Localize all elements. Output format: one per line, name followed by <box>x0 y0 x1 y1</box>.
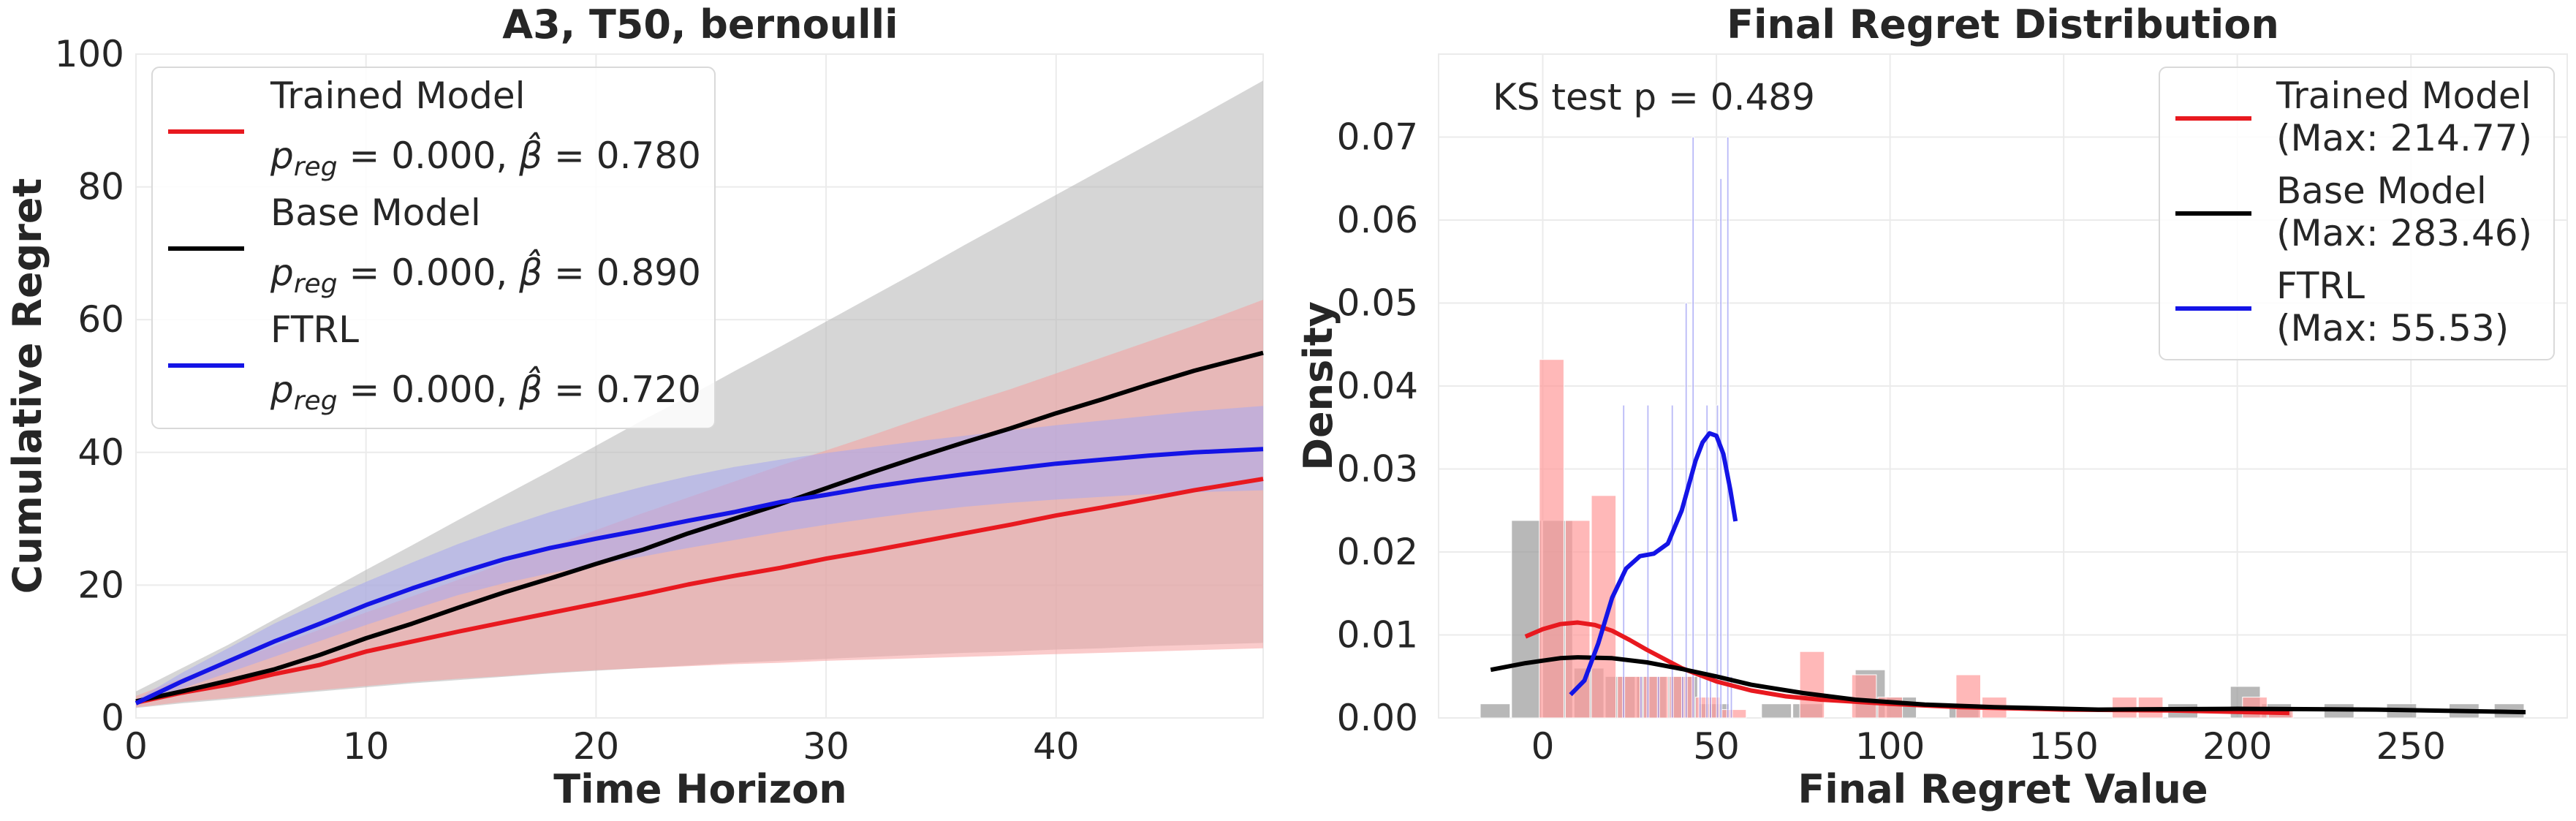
right-x-tick-label: 150 <box>2028 725 2098 768</box>
right-y-axis-label: Density <box>1295 301 1341 471</box>
left-y-tick-label: 40 <box>77 431 124 474</box>
right-x-tick-label: 200 <box>2202 725 2272 768</box>
right-chart-title: Final Regret Distribution <box>1727 1 2279 48</box>
left-y-tick-labels: 0 20 40 60 80 100 <box>55 33 124 739</box>
hist-bar-ftrl <box>1709 676 1712 719</box>
right-y-tick-label: 0.02 <box>1337 531 1418 573</box>
hist-bar-ftrl <box>1705 404 1709 719</box>
hist-bar-ftrl <box>1730 676 1733 719</box>
hist-bar-trained-model <box>1617 676 1643 719</box>
left-y-tick-label: 100 <box>55 33 124 75</box>
right-y-tick-labels: 0.00 0.01 0.02 0.03 0.04 0.05 0.06 0.07 <box>1337 116 1418 740</box>
hist-bar-ftrl <box>1716 404 1719 719</box>
hist-bar-ftrl <box>1692 137 1695 719</box>
band-ftrl <box>136 406 1263 705</box>
hist-bar-ftrl <box>1640 676 1643 719</box>
right-x-tick-label: 0 <box>1531 725 1555 768</box>
legend-stat-trained: preg = 0.000, β̂ = 0.780 <box>270 132 701 182</box>
hist-bar-base-model <box>1480 703 1511 719</box>
right-y-tick-label: 0.05 <box>1337 282 1418 325</box>
hist-bar-trained-model <box>1539 359 1564 719</box>
left-chart: A3, T50, bernoulli 0 10 20 30 40 0 20 40 60 80 10… <box>4 1 1264 812</box>
hist-bar-trained-model <box>1721 709 1747 719</box>
right-y-tick-label: 0.03 <box>1337 448 1418 491</box>
legend-label-ftrl: FTRL <box>270 309 359 351</box>
left-y-axis-label: Cumulative Regret <box>4 178 50 594</box>
right-legend-box <box>2159 67 2555 360</box>
hist-bar-ftrl <box>1656 676 1660 719</box>
left-y-tick-label: 0 <box>101 697 124 739</box>
right-y-tick-label: 0.04 <box>1337 365 1418 407</box>
right-x-axis-label: Final Regret Value <box>1797 766 2208 812</box>
hist-bar-trained-model <box>1591 495 1617 719</box>
left-x-tick-label: 30 <box>803 725 849 768</box>
hist-bar-base-model <box>1511 520 1542 719</box>
kde-base-model <box>1490 655 2526 715</box>
right-chart: Final Regret Distribution 0 50 100 150 200 25… <box>1295 1 2568 812</box>
legend-stat-base: preg = 0.000, β̂ = 0.890 <box>270 249 701 299</box>
right-y-tick-label: 0.07 <box>1337 116 1418 159</box>
legend-stat-ftrl: preg = 0.000, β̂ = 0.720 <box>270 366 701 416</box>
ks-test-annotation: KS test p = 0.489 <box>1493 76 1815 118</box>
left-x-tick-label: 0 <box>124 725 148 768</box>
left-y-tick-label: 60 <box>77 298 124 341</box>
left-x-tick-label: 10 <box>343 725 390 768</box>
hist-bar-base-model <box>1761 703 1792 719</box>
hist-bar-ftrl <box>1622 404 1626 719</box>
hist-legend-label-ftrl: FTRL <box>2276 265 2365 307</box>
line-base-model <box>135 350 1264 704</box>
left-chart-title: A3, T50, bernoulli <box>502 1 898 48</box>
left-legend-box <box>151 67 716 429</box>
kde-ftrl <box>1569 431 1738 697</box>
hist-bar-ftrl <box>1646 404 1650 719</box>
hist-bar-trained-model <box>1799 651 1825 719</box>
hist-legend-label-trained: Trained Model <box>2276 75 2531 117</box>
left-x-axis-label: Time Horizon <box>553 766 846 812</box>
hist-legend-label-base: Base Model <box>2276 170 2487 212</box>
legend-label-trained: Trained Model <box>270 75 526 117</box>
right-y-tick-label: 0.00 <box>1337 697 1418 739</box>
right-x-tick-label: 100 <box>1855 725 1925 768</box>
hist-bar-trained-model <box>1851 674 1877 719</box>
right-y-tick-label: 0.01 <box>1337 614 1418 657</box>
legend-label-base: Base Model <box>270 192 481 234</box>
right-legend: Trained Model (Max: 214.77) Base Model (… <box>2159 67 2555 360</box>
hist-bar-ftrl <box>1698 676 1702 719</box>
right-kde-lines <box>1490 431 2526 716</box>
hist-legend-max-ftrl: (Max: 55.53) <box>2276 307 2509 349</box>
left-x-tick-label: 20 <box>573 725 620 768</box>
left-y-tick-label: 20 <box>77 564 124 606</box>
right-y-tick-label: 0.06 <box>1337 199 1418 241</box>
hist-bar-ftrl <box>1670 404 1674 719</box>
left-legend: Trained Model preg = 0.000, β̂ = 0.780 B… <box>151 67 716 429</box>
left-series-lines <box>135 350 1264 705</box>
line-trained-model <box>135 477 1264 705</box>
right-x-tick-labels: 0 50 100 150 200 250 <box>1531 725 2446 768</box>
left-x-tick-labels: 0 10 20 30 40 <box>124 725 1079 768</box>
right-x-tick-label: 50 <box>1693 725 1740 768</box>
hist-bar-ftrl <box>1684 303 1688 719</box>
hist-legend-max-trained: (Max: 214.77) <box>2276 117 2532 159</box>
hist-legend-max-base: (Max: 283.46) <box>2276 212 2532 254</box>
right-x-tick-label: 250 <box>2376 725 2445 768</box>
hist-bar-ftrl <box>1681 676 1684 719</box>
hist-bar-trained-model <box>1955 674 1981 719</box>
hist-bar-ftrl <box>1726 137 1730 719</box>
line-ftrl <box>135 447 1264 705</box>
left-x-tick-label: 40 <box>1033 725 1080 768</box>
left-y-tick-label: 80 <box>77 166 124 208</box>
